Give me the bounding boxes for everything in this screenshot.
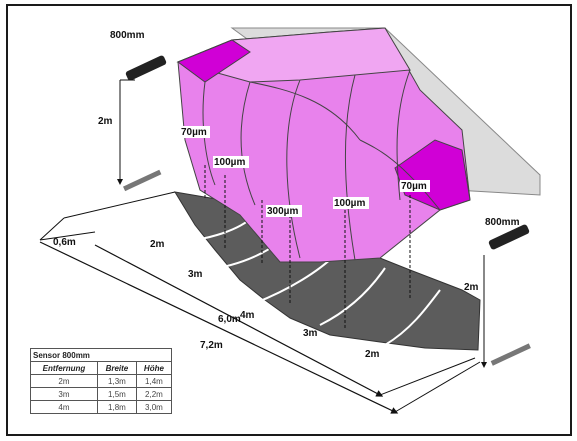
width-label-2: 100µm <box>214 157 245 168</box>
table-header-height: Höhe <box>135 361 173 375</box>
sensor-spec-table: Sensor 800mm Entfernung Breite Höhe 2m 1… <box>30 348 173 414</box>
cone-top-face <box>176 27 411 83</box>
distance-marker-2: 3m <box>188 269 203 280</box>
distance-marker-4: 3m <box>303 328 318 339</box>
distance-arc-5 <box>384 289 441 346</box>
sensor-right-shadow <box>490 343 531 366</box>
distance-arc-4 <box>319 267 386 326</box>
cone-end-left <box>176 39 251 83</box>
table-cell: 3m <box>30 387 98 401</box>
width-label-1: 70µm <box>181 127 207 138</box>
sensor-right-label: 800mm <box>485 217 520 228</box>
distance-marker-3: 4m <box>240 310 255 321</box>
width-label-4: 100µm <box>334 198 365 209</box>
table-row: 2m 1,3m 1,4m <box>30 374 173 388</box>
cone-end-right <box>394 139 471 211</box>
dimension-long: 7,2m <box>200 340 223 351</box>
table-header-width: Breite <box>96 361 137 375</box>
table-header-distance: Entfernung <box>30 361 98 375</box>
sensor-top-icon <box>125 55 167 81</box>
width-label-3: 300µm <box>267 206 298 217</box>
table-cell: 1,3m <box>96 374 137 388</box>
distance-marker-1: 2m <box>150 239 165 250</box>
dim-line-middle <box>94 244 384 397</box>
table-cell: 4m <box>30 400 98 414</box>
dim-line-small <box>39 231 96 241</box>
table-row: 3m 1,5m 2,2m <box>30 387 173 401</box>
sensor-top-label: 800mm <box>110 30 145 41</box>
sensor-top-shadow <box>123 169 162 192</box>
table-cell: 1,8m <box>96 400 137 414</box>
table-cell: 1,5m <box>96 387 137 401</box>
distance-marker-5: 2m <box>365 349 380 360</box>
sensor-right-height-label: 2m <box>464 282 479 293</box>
dim-line-long <box>39 241 399 414</box>
table-cell: 2m <box>30 374 98 388</box>
table-title: Sensor 800mm <box>30 348 172 362</box>
table-row: 4m 1,8m 3,0m <box>30 400 173 414</box>
table-cell: 3,0m <box>135 400 173 414</box>
table-cell: 1,4m <box>135 374 173 388</box>
width-label-5: 70µm <box>401 181 427 192</box>
table-cell: 2,2m <box>135 387 173 401</box>
sensor-right-icon <box>488 224 530 250</box>
dimension-small: 0,6m <box>53 237 76 248</box>
sensor-top-height-label: 2m <box>98 116 113 127</box>
dimension-middle: 6,0m <box>218 314 241 325</box>
